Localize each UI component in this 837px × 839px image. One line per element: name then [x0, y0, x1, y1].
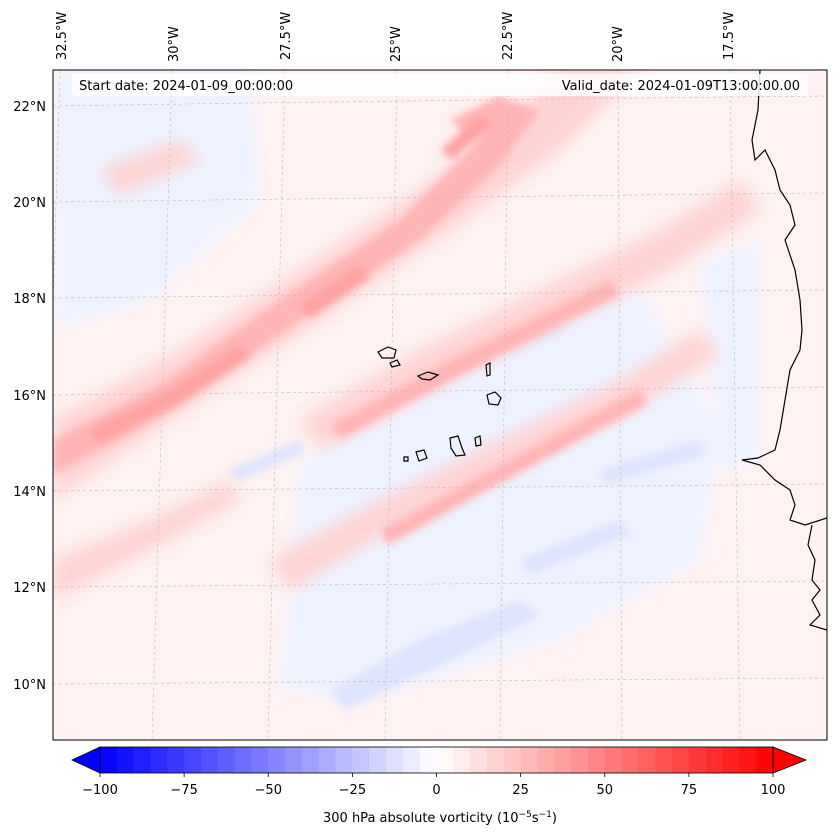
colorbar-segment — [352, 747, 370, 773]
colorbar-segments — [100, 747, 774, 773]
colorbar-tick-label: −100 — [82, 783, 118, 798]
colorbar-ticks: −100 −75 −50 −25 0 25 50 75 100 — [82, 773, 785, 798]
lat-tick-label: 18°N — [13, 292, 46, 307]
colorbar-segment — [184, 747, 202, 773]
lon-tick-label: 20°W — [611, 26, 626, 62]
colorbar-segment — [318, 747, 336, 773]
vorticity-field — [53, 70, 760, 710]
lat-tick-label: 12°N — [13, 581, 46, 596]
colorbar-tick-label: −25 — [339, 783, 366, 798]
colorbar-segment — [419, 747, 437, 773]
colorbar-segment — [688, 747, 707, 773]
lon-tick-label: 17.5°W — [722, 12, 737, 60]
island-sao-vicente — [389, 359, 401, 368]
longitude-ticks: 32.5°W 30°W 27.5°W 25°W 22.5°W 20°W 17.5… — [55, 12, 737, 62]
colorbar-tick-label: 75 — [681, 783, 698, 798]
colorbar-segment — [587, 747, 606, 773]
strong-positive-cores — [90, 115, 492, 444]
colorbar-segment — [436, 747, 454, 773]
colorbar-segment — [116, 747, 135, 773]
lat-tick-label: 20°N — [13, 196, 46, 211]
colorbar-segment — [470, 747, 488, 773]
colorbar-segment — [200, 747, 219, 773]
colorbar-segment — [520, 747, 538, 773]
africa-coastline — [741, 70, 827, 526]
colorbar-segment — [335, 747, 353, 773]
colorbar-tick-label: 25 — [512, 783, 529, 798]
africa-coast-south — [807, 524, 827, 631]
island-sal — [485, 362, 491, 377]
colorbar-segment — [251, 747, 269, 773]
lat-tick-label: 10°N — [13, 678, 46, 693]
island-santo-antao — [377, 346, 397, 359]
coastlines — [377, 70, 827, 631]
lon-tick-label: 25°W — [389, 26, 404, 62]
colorbar-segment — [133, 747, 151, 773]
colorbar-segment — [453, 747, 471, 773]
colorbar-segment — [100, 747, 118, 773]
colorbar-tick-label: 50 — [596, 783, 613, 798]
colorbar-segment — [722, 747, 740, 773]
colorbar-min-extend — [71, 746, 101, 774]
colorbar-segment — [554, 747, 572, 773]
lon-tick-label: 30°W — [167, 26, 182, 62]
colorbar-segment — [369, 747, 387, 773]
colorbar-segment — [150, 747, 168, 773]
latitude-ticks: 22°N 20°N 18°N 16°N 14°N 12°N 10°N — [13, 100, 46, 693]
colorbar-segment — [621, 747, 639, 773]
colorbar-segment — [638, 747, 656, 773]
colorbar-segment — [268, 747, 286, 773]
colorbar-label: 300 hPa absolute vorticity (10−5s−1) — [323, 810, 557, 826]
colorbar-segment — [167, 747, 185, 773]
colorbar-segment — [234, 747, 252, 773]
colorbar-segment — [537, 747, 555, 773]
colorbar-segment — [386, 747, 404, 773]
map-gridlines — [53, 70, 827, 740]
island-fogo — [415, 449, 428, 462]
lat-tick-label: 22°N — [13, 100, 46, 115]
colorbar-segment — [571, 747, 589, 773]
colorbar-segment — [301, 747, 320, 773]
valid-date-label: Valid_date: 2024-01-09T13:00:00.00 — [562, 79, 800, 94]
map-panel[interactable] — [40, 69, 828, 741]
colorbar-max-extend — [772, 746, 808, 774]
lon-tick-label: 32.5°W — [55, 12, 70, 60]
colorbar-segment — [486, 747, 505, 773]
island-santiago — [449, 435, 466, 457]
colorbar-segment — [672, 747, 690, 773]
lon-tick-label: 27.5°W — [279, 12, 294, 60]
colorbar-segment — [604, 747, 622, 773]
colorbar-segment — [756, 747, 774, 773]
colorbar-tick-label: −75 — [170, 783, 197, 798]
island-sao-nicolau — [416, 371, 440, 381]
colorbar-segment — [655, 747, 673, 773]
colorbar-tick-label: 0 — [432, 783, 440, 798]
island-maio — [474, 435, 482, 447]
colorbar-segment — [402, 747, 421, 773]
header-white-band — [72, 74, 808, 96]
colorbar-tick-label: −50 — [255, 783, 282, 798]
lon-tick-label: 22.5°W — [501, 12, 516, 60]
colorbar: −100 −75 −50 −25 0 25 50 75 100 300 hPa absolute… — [71, 746, 808, 826]
colorbar-segment — [739, 747, 757, 773]
colorbar-segment — [705, 747, 723, 773]
colorbar-segment — [217, 747, 235, 773]
start-date-label: Start date: 2024-01-09_00:00:00 — [79, 79, 293, 94]
colorbar-segment — [503, 747, 522, 773]
island-brava — [403, 456, 409, 462]
island-boa-vista — [486, 391, 502, 406]
lat-tick-label: 14°N — [13, 485, 46, 500]
header-info: Start date: 2024-01-09_00:00:00 Valid_da… — [72, 74, 808, 96]
colorbar-tick-label: 100 — [761, 783, 786, 798]
lat-tick-label: 16°N — [13, 389, 46, 404]
colorbar-segment — [285, 747, 303, 773]
map-border — [52, 69, 828, 741]
